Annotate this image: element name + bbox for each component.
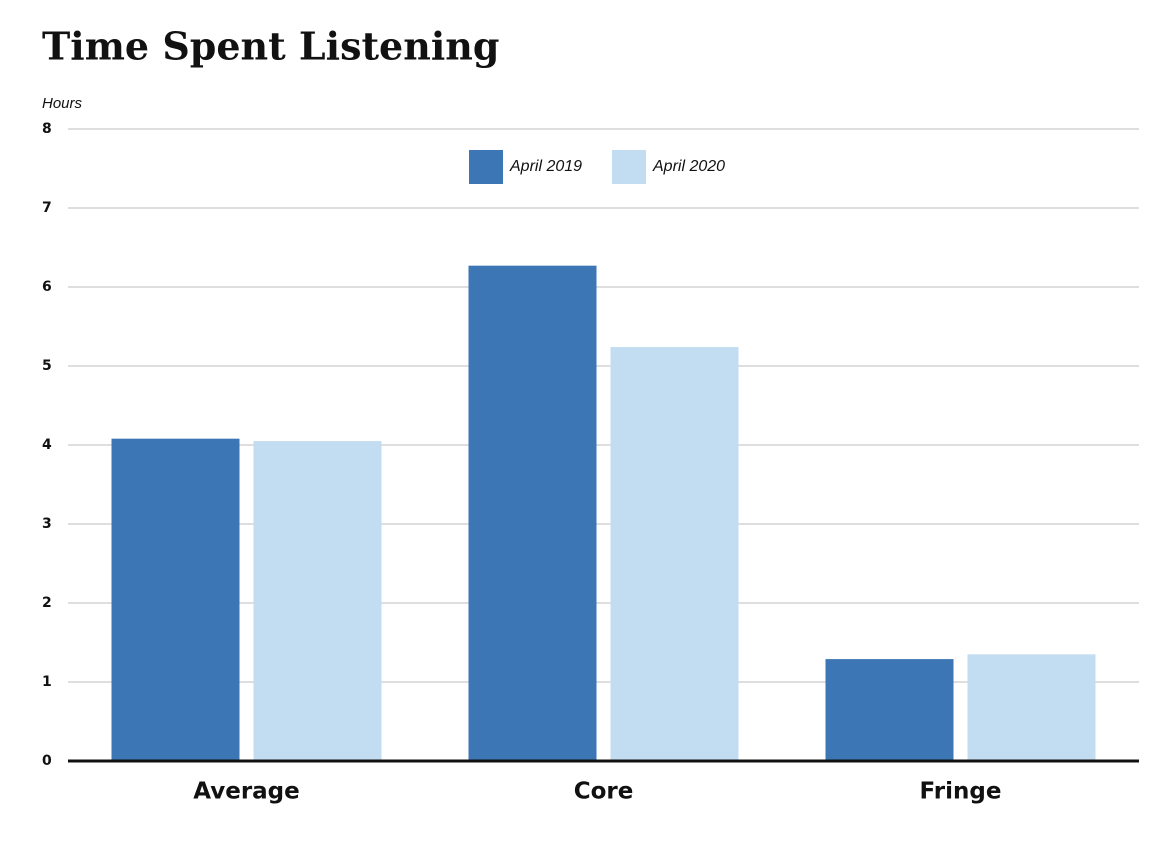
bar: [111, 438, 240, 761]
y-tick-label: 6: [42, 279, 52, 295]
y-tick-label: 2: [42, 595, 52, 611]
bar: [253, 441, 382, 761]
bar: [825, 659, 954, 761]
bar: [967, 654, 1096, 761]
x-tick-label: Average: [193, 779, 300, 805]
legend-swatch: [469, 150, 503, 184]
y-tick-label: 3: [42, 516, 52, 532]
legend-label: April 2020: [652, 158, 725, 175]
y-tick-label: 7: [42, 200, 52, 216]
legend-swatch: [612, 150, 646, 184]
x-tick-label: Core: [574, 779, 634, 805]
y-tick-label: 8: [42, 121, 52, 137]
y-tick-label: 0: [42, 753, 52, 769]
y-tick-label: 1: [42, 674, 52, 690]
bar: [468, 265, 597, 761]
chart-title: Time Spent Listening: [42, 24, 499, 69]
x-tick-label: Fringe: [920, 779, 1002, 805]
legend-label: April 2019: [509, 158, 582, 175]
bar: [610, 347, 739, 761]
y-axis-label: Hours: [42, 95, 83, 112]
y-tick-label: 4: [42, 437, 52, 453]
y-tick-label: 5: [42, 358, 52, 374]
